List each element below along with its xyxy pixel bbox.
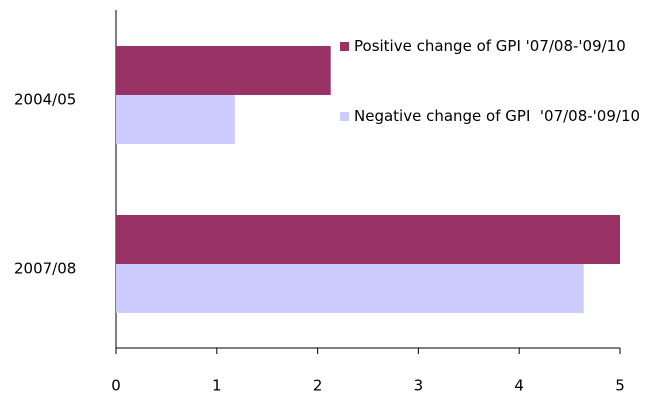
bar	[116, 264, 584, 313]
bar	[116, 215, 620, 264]
y-tick-label: 2007/08	[14, 260, 76, 278]
legend-label: Negative change of GPI '07/08-'09/10	[354, 107, 641, 125]
x-tick-label: 0	[111, 377, 121, 395]
legend-label: Positive change of GPI '07/08-'09/10	[354, 37, 626, 55]
y-tick-label: 2004/05	[14, 91, 76, 109]
x-tick-label: 5	[615, 377, 625, 395]
legend-swatch	[340, 42, 349, 51]
x-tick-label: 4	[514, 377, 524, 395]
bar	[116, 95, 235, 144]
x-tick-label: 1	[212, 377, 222, 395]
x-tick-label: 2	[313, 377, 323, 395]
bar	[116, 46, 331, 95]
legend-swatch	[340, 112, 349, 121]
x-tick-label: 3	[414, 377, 424, 395]
